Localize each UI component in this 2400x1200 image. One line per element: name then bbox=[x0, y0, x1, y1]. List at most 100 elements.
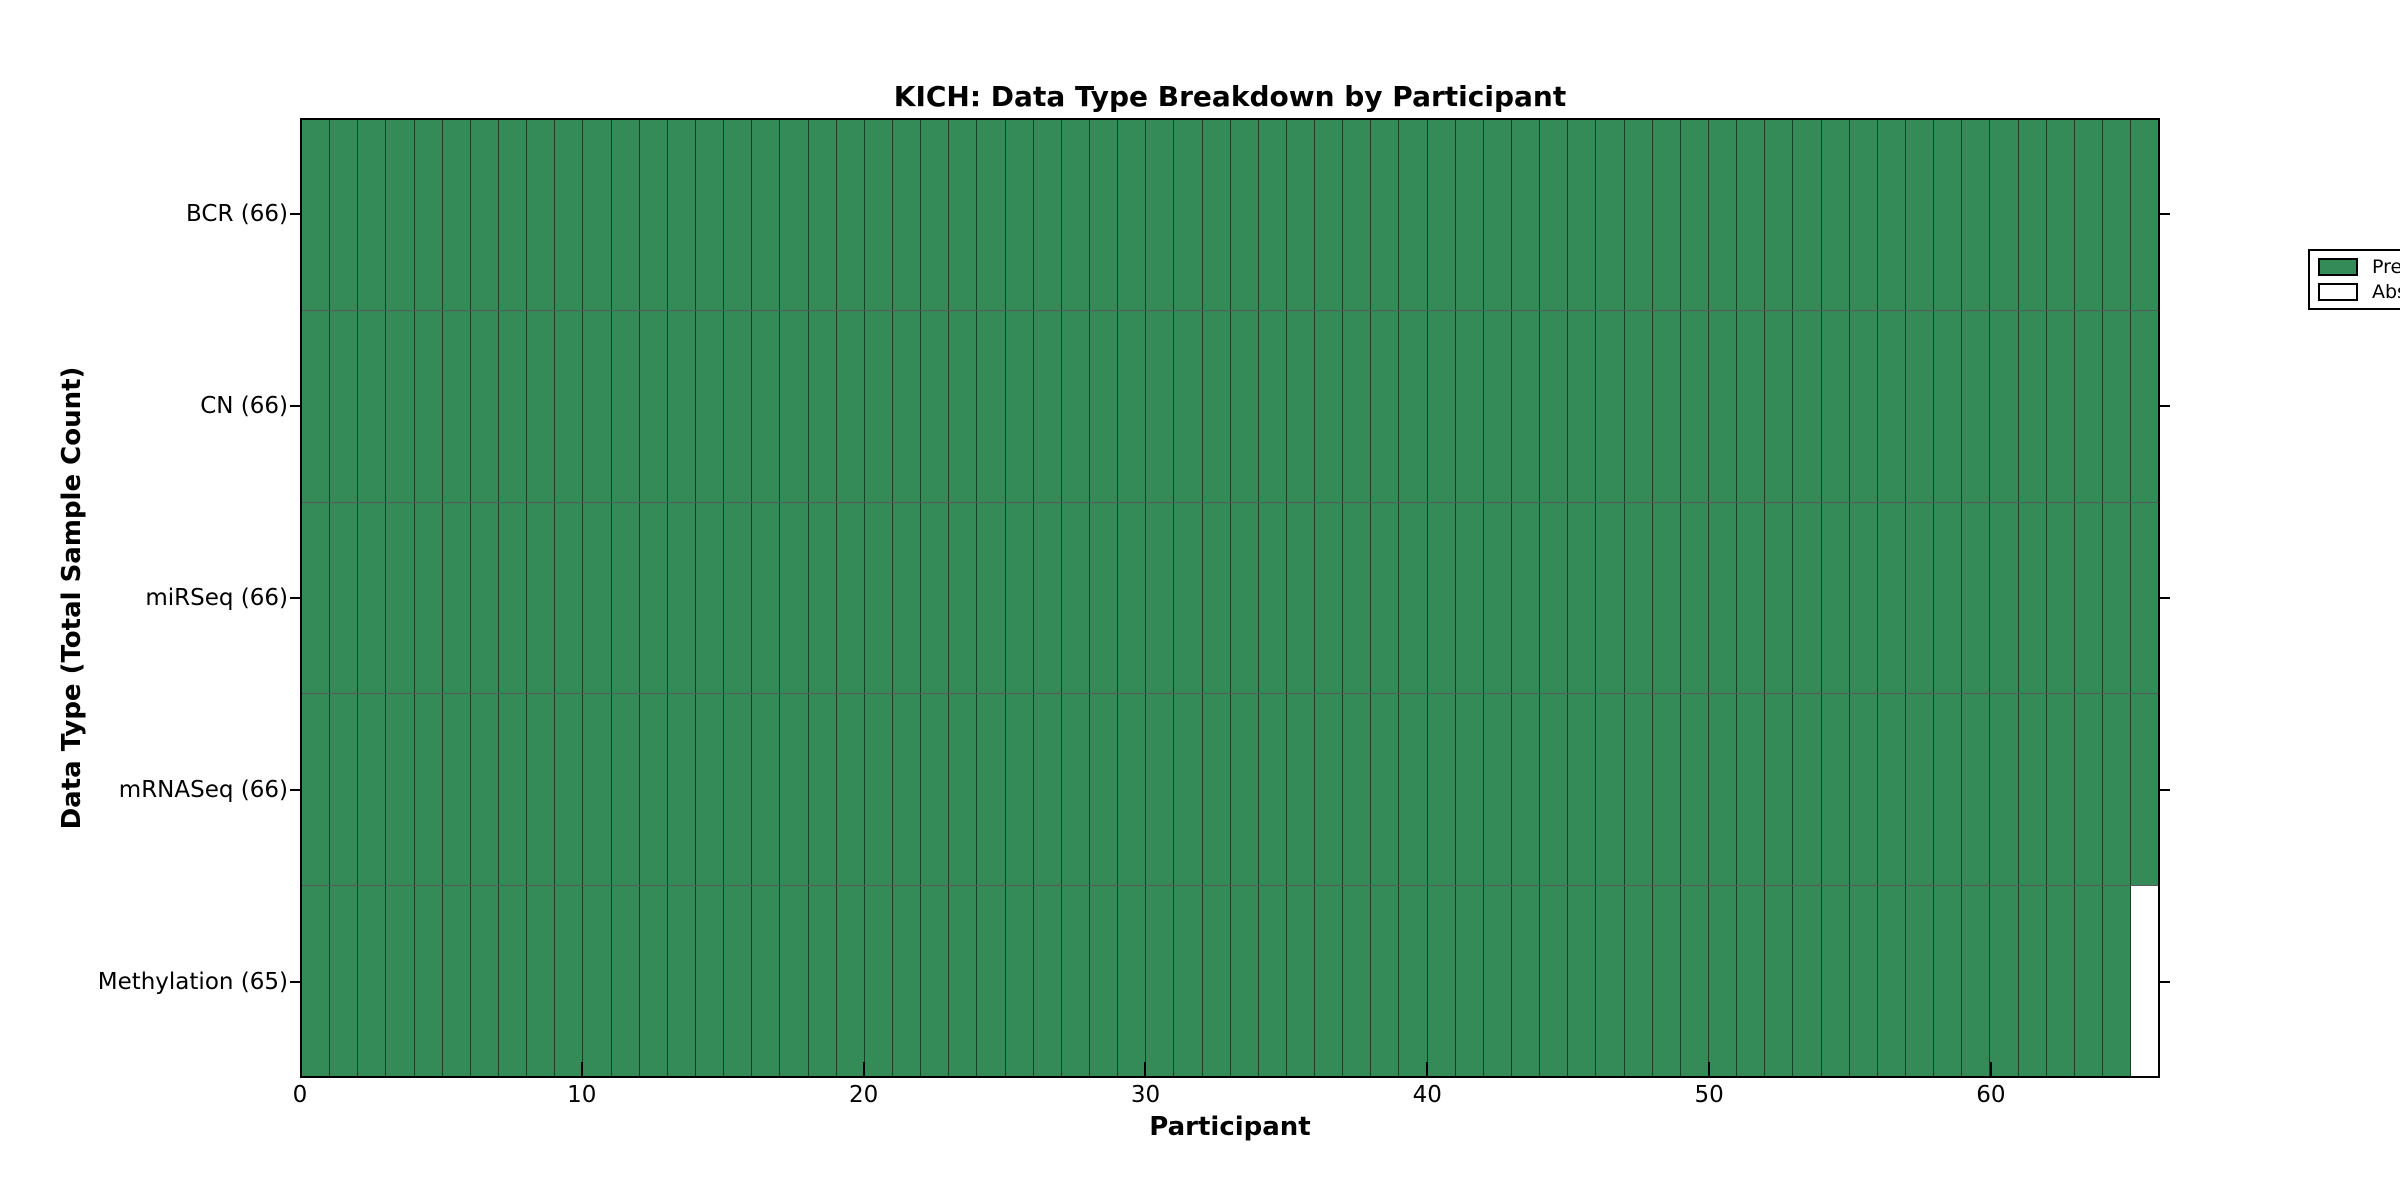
heatmap-cell bbox=[527, 502, 556, 694]
heatmap-cell bbox=[977, 311, 1006, 502]
heatmap-cell bbox=[1315, 694, 1344, 885]
heatmap-cell bbox=[1652, 885, 1681, 1077]
heatmap-cell bbox=[1934, 502, 1963, 694]
heatmap-cell bbox=[386, 885, 415, 1077]
heatmap-cell bbox=[583, 885, 612, 1077]
heatmap-cell bbox=[1033, 311, 1062, 502]
heatmap-cell bbox=[1174, 502, 1203, 694]
heatmap-cell bbox=[808, 885, 837, 1077]
heatmap-cell bbox=[1371, 694, 1400, 885]
heatmap-cell bbox=[1652, 694, 1681, 885]
heatmap-cell bbox=[442, 885, 471, 1077]
heatmap-cell bbox=[1877, 311, 1907, 502]
heatmap-cell bbox=[1455, 502, 1484, 694]
heatmap-cell bbox=[2018, 311, 2047, 502]
y-tick-label: CN (66) bbox=[200, 393, 288, 419]
heatmap-cell bbox=[527, 694, 556, 885]
heatmap-cell bbox=[1146, 885, 1175, 1077]
x-tick-label: 0 bbox=[292, 1082, 308, 1108]
heatmap-cell bbox=[498, 120, 528, 311]
heatmap-cell bbox=[1258, 120, 1287, 311]
heatmap-cell bbox=[752, 502, 781, 694]
heatmap-cell bbox=[1821, 502, 1850, 694]
heatmap-cell bbox=[892, 694, 922, 885]
heatmap-cell bbox=[1934, 120, 1963, 311]
heatmap-cell bbox=[1118, 885, 1147, 1077]
heatmap-cell bbox=[1709, 502, 1738, 694]
heatmap-cell bbox=[1455, 120, 1484, 311]
heatmap-cell bbox=[1343, 502, 1372, 694]
heatmap-grid bbox=[302, 120, 2159, 1077]
heatmap-cell bbox=[1230, 120, 1259, 311]
heatmap-cell bbox=[1455, 311, 1484, 502]
heatmap-cell bbox=[1202, 120, 1231, 311]
heatmap-cell bbox=[1877, 694, 1907, 885]
heatmap-cell bbox=[1765, 885, 1794, 1077]
heatmap-cell bbox=[358, 885, 387, 1077]
heatmap-cell bbox=[386, 694, 415, 885]
heatmap-cell bbox=[1230, 502, 1259, 694]
heatmap-row bbox=[302, 885, 2159, 1077]
heatmap-cell bbox=[470, 885, 499, 1077]
heatmap-cell bbox=[414, 885, 443, 1077]
heatmap-cell bbox=[949, 694, 978, 885]
heatmap-cell bbox=[527, 311, 556, 502]
x-tick-mark bbox=[1989, 1062, 1992, 1076]
heatmap-cell bbox=[1821, 694, 1850, 885]
heatmap-cell bbox=[780, 502, 809, 694]
heatmap-cell bbox=[1286, 885, 1316, 1077]
heatmap-cell bbox=[724, 120, 753, 311]
heatmap-cell bbox=[921, 694, 950, 885]
heatmap-cell bbox=[498, 885, 528, 1077]
heatmap-cell bbox=[1089, 311, 1119, 502]
heatmap-row bbox=[302, 311, 2159, 503]
legend-entry-absent: Absent bbox=[2318, 281, 2400, 303]
heatmap-cell bbox=[892, 120, 922, 311]
heatmap-cell bbox=[2131, 311, 2159, 502]
heatmap-cell bbox=[1118, 694, 1147, 885]
heatmap-cell bbox=[1343, 311, 1372, 502]
heatmap-cell bbox=[1540, 311, 1569, 502]
heatmap-cell bbox=[1596, 120, 1625, 311]
y-tick-label: mRNASeq (66) bbox=[118, 777, 288, 803]
heatmap-cell bbox=[1512, 694, 1541, 885]
heatmap-cell bbox=[1540, 502, 1569, 694]
heatmap-cell bbox=[921, 120, 950, 311]
heatmap-cell bbox=[1230, 694, 1259, 885]
y-tick-label: miRSeq (66) bbox=[145, 585, 288, 611]
heatmap-cell bbox=[358, 694, 387, 885]
heatmap-cell bbox=[1483, 885, 1513, 1077]
heatmap-cell bbox=[1061, 120, 1090, 311]
heatmap-cell bbox=[667, 120, 696, 311]
heatmap-cell bbox=[555, 120, 584, 311]
heatmap-cell bbox=[1005, 120, 1034, 311]
x-tick-mark bbox=[1426, 1062, 1429, 1076]
heatmap-cell bbox=[1061, 502, 1090, 694]
heatmap-cell bbox=[724, 502, 753, 694]
heatmap-cell bbox=[1230, 885, 1259, 1077]
heatmap-cell bbox=[2046, 120, 2075, 311]
heatmap-cell bbox=[386, 120, 415, 311]
heatmap-cell bbox=[780, 120, 809, 311]
heatmap-cell bbox=[1315, 120, 1344, 311]
heatmap-cell bbox=[1793, 120, 1822, 311]
heatmap-cell bbox=[611, 694, 640, 885]
heatmap-cell bbox=[2103, 885, 2132, 1077]
heatmap-cell bbox=[1821, 120, 1850, 311]
heatmap-cell bbox=[1174, 120, 1203, 311]
heatmap-cell bbox=[1061, 694, 1090, 885]
heatmap-cell bbox=[639, 120, 668, 311]
heatmap-cell bbox=[724, 311, 753, 502]
heatmap-cell bbox=[1765, 694, 1794, 885]
heatmap-cell bbox=[1202, 502, 1231, 694]
heatmap-cell bbox=[1596, 885, 1625, 1077]
heatmap-cell bbox=[639, 502, 668, 694]
heatmap-cell bbox=[864, 885, 893, 1077]
x-tick-label: 10 bbox=[567, 1082, 597, 1108]
heatmap-cell bbox=[330, 120, 359, 311]
heatmap-cell bbox=[1849, 502, 1878, 694]
heatmap-cell bbox=[442, 311, 471, 502]
heatmap-cell bbox=[1371, 120, 1400, 311]
heatmap-cell bbox=[808, 694, 837, 885]
heatmap-cell bbox=[1849, 120, 1878, 311]
